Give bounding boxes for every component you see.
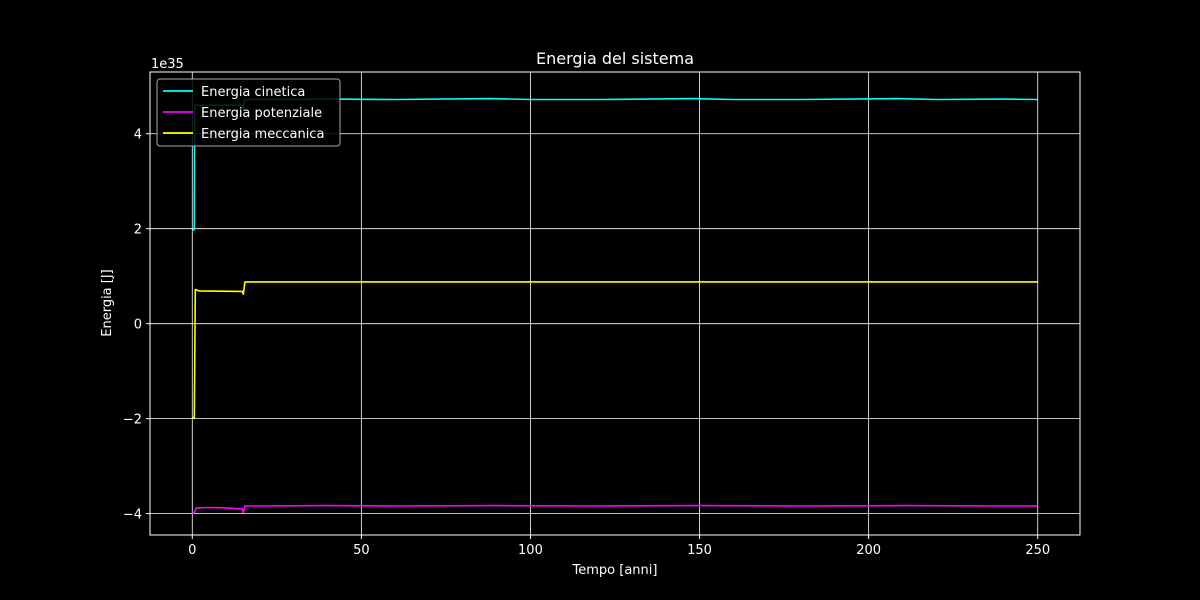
y-axis-label: Energia [J] <box>100 269 115 337</box>
legend-label: Energia cinetica <box>201 85 305 100</box>
x-tick-label: 0 <box>188 543 196 558</box>
x-axis-label: Tempo [anni] <box>572 563 658 578</box>
legend-label: Energia potenziale <box>201 106 322 121</box>
plot-area-frame <box>149 71 1081 536</box>
plot-series <box>191 97 1038 515</box>
series-line <box>192 281 1038 419</box>
y-tick-label: 0 <box>134 318 142 333</box>
chart-title: Energia del sistema <box>536 49 694 68</box>
axis-ticks: 0 50 100 150 200 250 −4 −2 0 2 4 <box>123 128 1050 558</box>
y-tick-label: −4 <box>123 508 142 523</box>
y-axis-multiplier: 1e35 <box>151 57 184 72</box>
x-tick-label: 50 <box>353 543 370 558</box>
legend-label: Energia meccanica <box>201 127 324 142</box>
legend-box <box>156 78 341 147</box>
x-tick-label: 100 <box>518 543 543 558</box>
y-tick-label: 4 <box>134 128 142 143</box>
x-tick-label: 150 <box>687 543 712 558</box>
x-tick-label: 200 <box>856 543 881 558</box>
y-tick-label: 2 <box>134 223 142 238</box>
series-line <box>191 504 1038 515</box>
legend: Energia cinetica Energia potenziale Energi… <box>156 78 341 147</box>
y-tick-label: −2 <box>123 413 142 428</box>
x-tick-label: 250 <box>1025 543 1050 558</box>
